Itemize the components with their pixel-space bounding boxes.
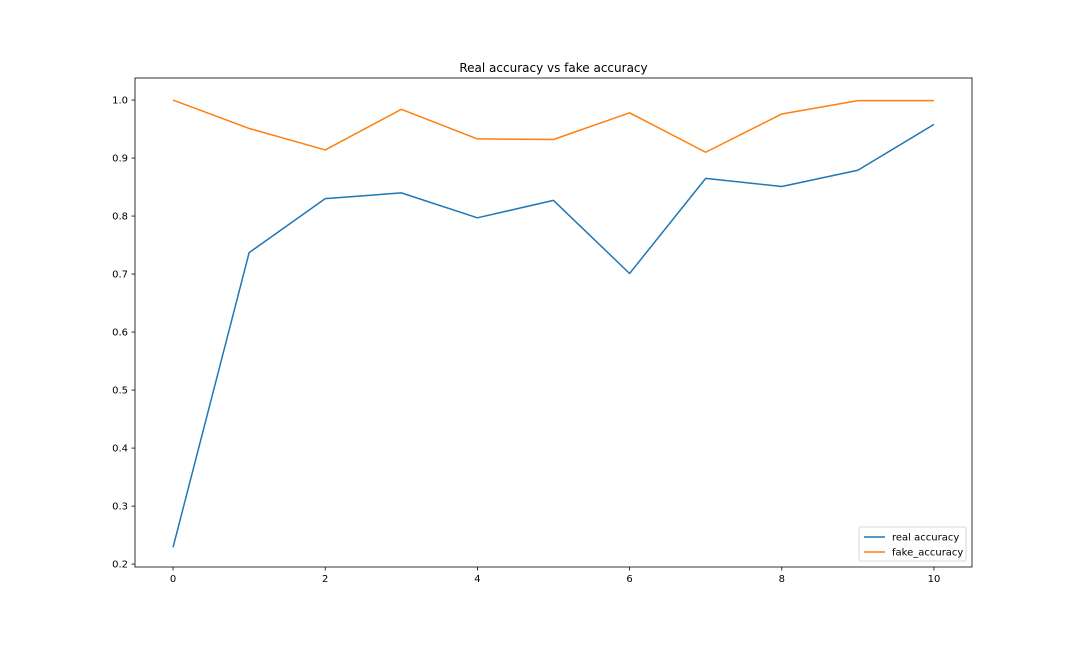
y-tick-label: 0.6 [112,328,128,339]
plot-lines [172,99,935,548]
x-tick-label: 0 [170,574,176,585]
x-tick-label: 8 [779,574,785,585]
y-tick-label: 0.2 [112,560,128,571]
plot-frame [134,77,973,568]
y-tick-label: 1.0 [112,96,128,107]
y-axis: 0.2 0.3 0.4 0.5 0.6 0.7 0.8 0.9 1.0 [112,96,135,571]
y-tick-label: 0.9 [112,154,128,165]
x-axis: 0 2 4 6 8 10 [170,567,940,585]
x-tick-label: 2 [322,574,328,585]
x-tick-label: 4 [474,574,480,585]
y-tick-label: 0.4 [112,444,128,455]
y-tick-label: 0.3 [112,502,128,513]
y-tick-label: 0.8 [112,212,128,223]
legend-label-fake-accuracy: fake_accuracy [892,548,963,559]
series-line-real-accuracy [172,123,935,548]
x-tick-label: 6 [626,574,632,585]
legend: real accuracy fake_accuracy [858,526,967,562]
x-tick-label: 10 [928,574,941,585]
chart-title: Real accuracy vs fake accuracy [459,61,647,75]
y-tick-label: 0.7 [112,270,128,281]
series-line-fake-accuracy [172,99,934,153]
y-tick-label: 0.5 [112,386,128,397]
legend-label-real-accuracy: real accuracy [892,533,959,544]
legend-box [858,526,967,562]
